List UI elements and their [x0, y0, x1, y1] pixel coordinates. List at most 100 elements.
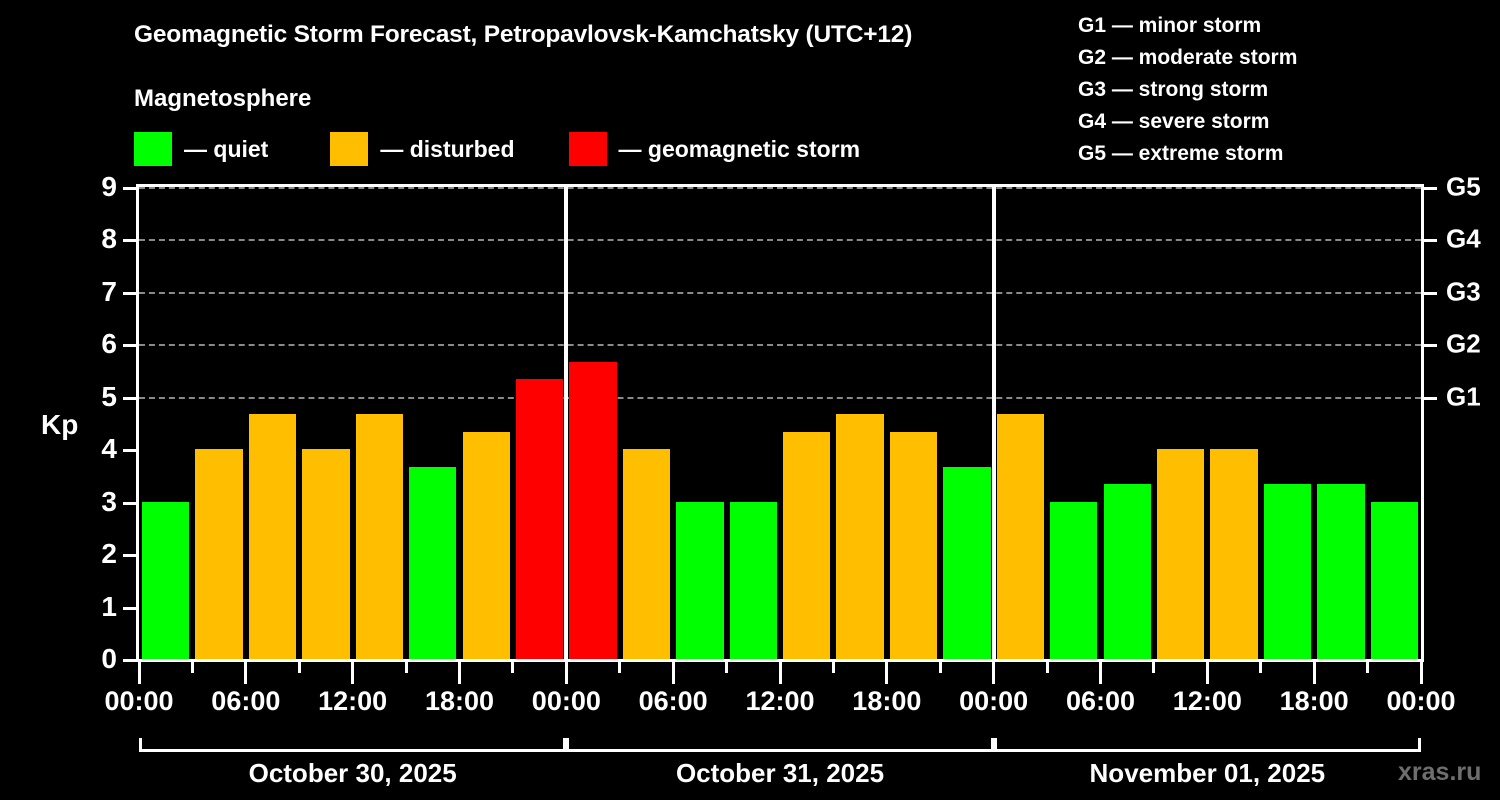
y-tick-label: 3: [101, 485, 117, 517]
storm-scale-item: G2 — moderate storm: [1078, 46, 1298, 69]
bar: [1050, 501, 1098, 659]
x-tick-minor: [1259, 662, 1263, 673]
bar: [836, 414, 884, 659]
g-tick-mark: [1424, 344, 1437, 348]
y-tick-mark: [123, 501, 136, 505]
g-tick-mark: [1424, 396, 1437, 400]
x-tick-label: 18:00: [1279, 686, 1349, 716]
x-tick-label: 06:00: [1065, 686, 1136, 716]
watermark: xras.ru: [1398, 758, 1482, 786]
bar: [409, 466, 457, 659]
bar: [622, 449, 671, 659]
gridline: [139, 291, 1421, 294]
day-bands: October 30, 2025 October 31, 2025 November…: [136, 738, 1424, 796]
x-tick-label: 12:00: [1172, 686, 1242, 716]
x-tick-label: 18:00: [424, 686, 495, 716]
x-tick-label: 06:00: [638, 686, 708, 716]
x-tick-major: [1099, 662, 1102, 684]
legend-label-quiet: — quiet: [184, 135, 269, 162]
x-tick-minor: [618, 662, 622, 673]
magnetosphere-legend: — quiet — disturbed — geomagnetic storm: [134, 131, 860, 167]
storm-scale-item: G5 — extreme storm: [1078, 142, 1284, 165]
x-tick-major: [885, 662, 889, 684]
bar: [1317, 484, 1365, 659]
day-bracket: [566, 738, 994, 752]
x-tick-major: [1312, 662, 1316, 684]
legend-label-storm: — geomagnetic storm: [618, 135, 861, 162]
legend-item-storm: — geomagnetic storm: [568, 132, 861, 166]
gridline: [139, 396, 1421, 399]
day-bracket: [139, 738, 567, 752]
x-tick-label: 12:00: [318, 686, 388, 716]
bar: [1210, 449, 1258, 659]
legend-swatch-quiet: [134, 132, 172, 166]
x-tick-minor: [938, 662, 942, 673]
bar-series: [139, 187, 1421, 659]
x-tick-minor: [404, 662, 408, 673]
bar: [462, 431, 510, 659]
g-tick-mark: [1424, 239, 1437, 243]
y-tick-mark: [123, 659, 136, 662]
y-tick-mark: [123, 344, 136, 348]
g-tick-label: G2: [1446, 328, 1481, 359]
bar: [302, 449, 350, 659]
x-tick-major: [992, 662, 996, 684]
gridline: [139, 344, 1421, 347]
g-tick-mark: [1424, 291, 1437, 295]
x-tick-major: [778, 662, 782, 684]
g-tick-label: G3: [1446, 276, 1481, 307]
x-tick-label: 00:00: [531, 686, 601, 716]
x-tick-minor: [297, 662, 301, 673]
g-tick-mark: [1424, 187, 1437, 190]
x-tick-minor: [1152, 662, 1156, 673]
day-separator: [991, 187, 996, 659]
y-tick-label: 9: [101, 171, 117, 202]
legend-swatch-disturbed: [330, 132, 369, 166]
legend-item-quiet: — quiet: [134, 132, 268, 166]
bar: [142, 501, 190, 659]
x-tick-major: [1205, 662, 1209, 684]
g-tick-label: G1: [1446, 381, 1481, 412]
gridline: [139, 239, 1421, 242]
x-tick-minor: [1366, 662, 1370, 673]
bar: [1263, 484, 1312, 659]
bar: [996, 414, 1045, 659]
y-tick-mark: [123, 449, 136, 453]
day-label: October 31, 2025: [675, 758, 885, 788]
x-tick-label: 18:00: [852, 686, 922, 716]
y-tick-label: 4: [101, 433, 117, 465]
x-tick-label: 00:00: [959, 686, 1029, 716]
y-tick-label: 6: [101, 328, 117, 360]
y-tick-mark: [123, 396, 136, 400]
x-tick-major: [137, 662, 141, 684]
y-axis-left: 0 1 2 3 4 5 6 7 8 9: [60, 171, 136, 674]
bar: [515, 379, 564, 659]
y-tick-label: 1: [101, 590, 117, 622]
legend-label-disturbed: — disturbed: [380, 135, 515, 162]
x-tick-minor: [190, 662, 194, 673]
bar: [1103, 484, 1151, 659]
day-label: November 01, 2025: [1089, 758, 1326, 788]
x-tick-major: [351, 662, 355, 684]
storm-scale-item: G3 — strong storm: [1078, 78, 1269, 101]
y-tick-mark: [123, 291, 136, 295]
bar: [248, 414, 297, 659]
g-tick-label: G5: [1446, 171, 1481, 202]
y-tick-mark: [123, 187, 136, 190]
legend-swatch-storm: [568, 132, 607, 166]
gridline: [139, 187, 1421, 189]
x-axis: 00:00 06:00 12:00 18:00 00:00 06:00 12:00 18:00…: [104, 662, 1456, 752]
storm-scale-item: G1 — minor storm: [1078, 14, 1262, 37]
legend-title: Magnetosphere: [134, 85, 312, 112]
day-label: October 30, 2025: [248, 758, 457, 788]
plot-area: [136, 184, 1424, 662]
bar: [1370, 501, 1418, 659]
y-tick-mark: [123, 239, 136, 243]
bar: [1156, 449, 1205, 659]
day-bracket: [993, 738, 1421, 752]
x-tick-label: 00:00: [104, 686, 174, 716]
x-tick-minor: [831, 662, 835, 673]
bar: [783, 431, 831, 659]
y-axis-label: Kp: [41, 409, 79, 440]
x-tick-major: [1419, 662, 1423, 684]
